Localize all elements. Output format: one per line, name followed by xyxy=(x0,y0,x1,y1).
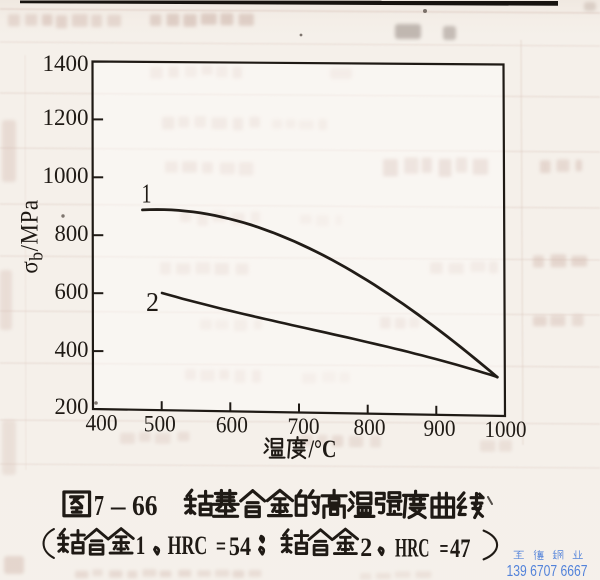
svg-text:66: 66 xyxy=(132,490,158,522)
svg-text:400: 400 xyxy=(55,337,89,362)
svg-text:2: 2 xyxy=(146,287,159,317)
svg-text:7: 7 xyxy=(94,490,104,522)
svg-text:54: 54 xyxy=(229,532,251,561)
svg-text:1: 1 xyxy=(136,531,146,560)
svg-text:HRC: HRC xyxy=(168,531,208,560)
svg-text:–: – xyxy=(110,490,126,522)
svg-text:=: = xyxy=(216,532,226,561)
svg-text:1000: 1000 xyxy=(43,163,89,188)
svg-text:HRC: HRC xyxy=(395,534,430,563)
svg-text:47: 47 xyxy=(450,534,471,563)
svg-text:200: 200 xyxy=(55,394,89,419)
svg-text:=: = xyxy=(440,534,449,563)
svg-text:1: 1 xyxy=(142,179,152,209)
svg-text:1000: 1000 xyxy=(485,417,527,442)
svg-text:2: 2 xyxy=(360,533,372,562)
svg-text:900: 900 xyxy=(424,416,456,441)
svg-text:800: 800 xyxy=(55,221,89,246)
svg-text:/°C: /°C xyxy=(308,436,337,463)
svg-text:1200: 1200 xyxy=(43,105,89,130)
svg-text:σb/MPa: σb/MPa xyxy=(17,199,47,273)
svg-text:600: 600 xyxy=(55,279,89,304)
svg-text:400: 400 xyxy=(86,411,118,436)
svg-text:1400: 1400 xyxy=(43,51,89,76)
svg-text:500: 500 xyxy=(144,412,176,437)
svg-text:600: 600 xyxy=(216,413,248,438)
svg-text:700: 700 xyxy=(288,414,320,439)
svg-text:800: 800 xyxy=(354,415,386,440)
svg-text:139 6707 6667: 139 6707 6667 xyxy=(507,563,588,580)
